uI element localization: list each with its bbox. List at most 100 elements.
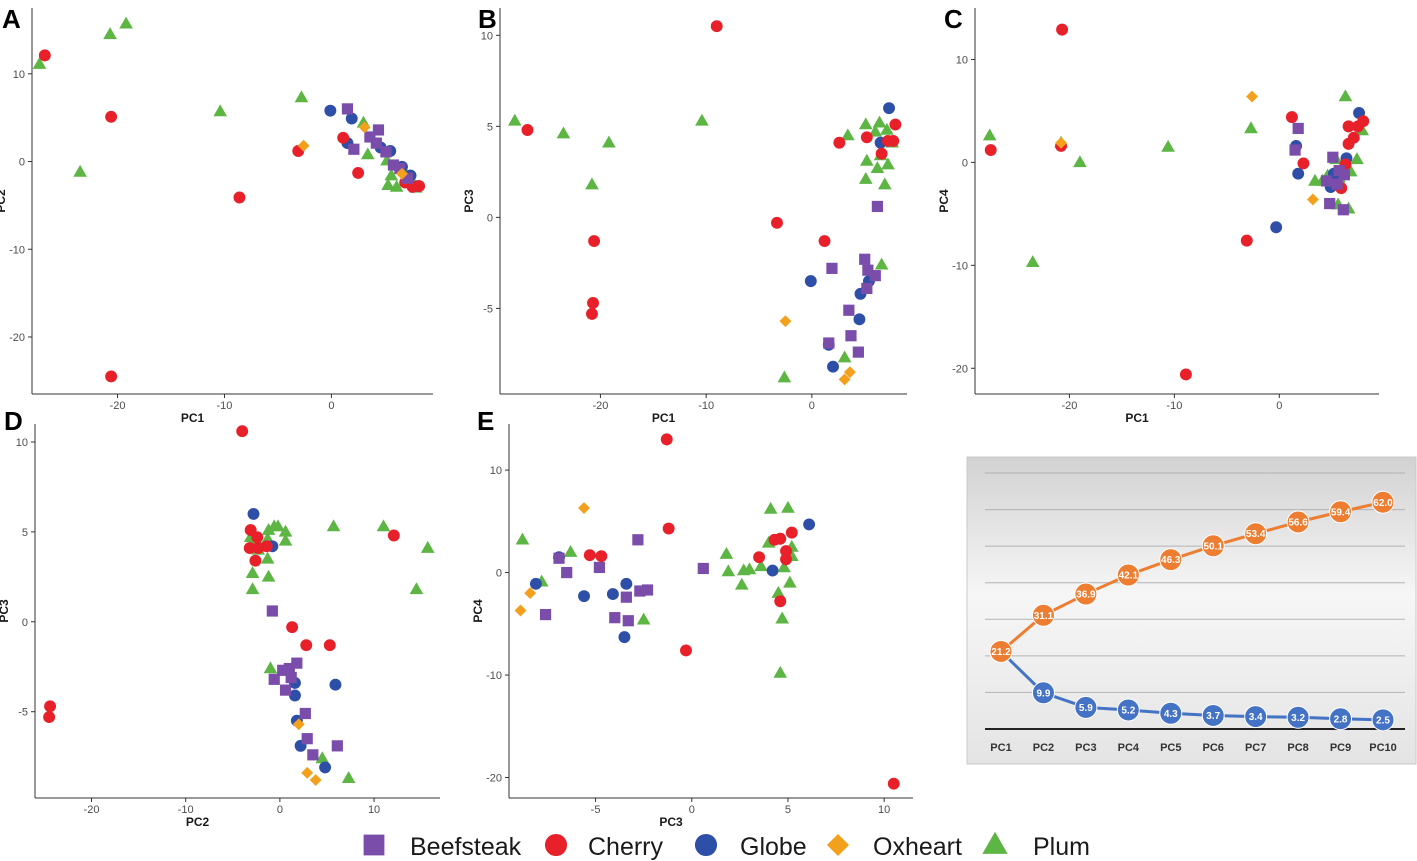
point-globe	[827, 360, 839, 373]
point-plum	[376, 519, 391, 532]
point-beefsteak	[1327, 151, 1339, 163]
panel-letter: A	[2, 4, 21, 34]
point-cherry	[387, 529, 400, 542]
y-tick-label: -20	[9, 332, 25, 344]
point-plum	[409, 582, 424, 595]
point-beefsteak	[823, 337, 835, 349]
point-plum	[880, 122, 894, 135]
data-label: 3.2	[1291, 713, 1305, 724]
point-beefsteak	[641, 584, 654, 596]
point-beefsteak	[364, 131, 376, 143]
point-beefsteak	[1331, 178, 1343, 190]
x-tick-label: 0	[1276, 400, 1282, 412]
category-label: PC10	[1369, 742, 1397, 754]
point-cherry	[1179, 368, 1192, 381]
point-globe	[1292, 167, 1305, 180]
point-beefsteak	[539, 608, 552, 621]
point-beefsteak	[1324, 197, 1336, 210]
point-plum	[858, 172, 873, 184]
point-plum	[602, 135, 616, 148]
point-plum	[1350, 152, 1364, 165]
y-tick-label: 0	[962, 157, 968, 169]
category-label: PC9	[1330, 742, 1351, 754]
point-plum	[860, 153, 874, 166]
data-label: 2.8	[1334, 714, 1348, 725]
point-oxheart	[838, 373, 851, 386]
x-tick-label: 0	[809, 400, 815, 412]
point-plum	[381, 178, 395, 190]
x-axis-title: PC2	[186, 815, 210, 829]
point-plum	[271, 519, 285, 532]
point-cherry	[588, 235, 601, 248]
point-beefsteak	[622, 615, 634, 627]
x-tick-label: -20	[1061, 400, 1077, 412]
point-cherry	[583, 549, 596, 562]
x-tick-label: 10	[368, 804, 380, 816]
y-axis-title: PC4	[471, 599, 485, 623]
point-beefsteak	[843, 304, 855, 316]
point-globe	[766, 564, 779, 577]
point-plum	[773, 665, 788, 678]
point-plum	[263, 661, 278, 674]
point-plum	[73, 164, 87, 177]
point-oxheart	[292, 718, 305, 731]
point-cherry	[833, 136, 846, 149]
series-point-individual	[1074, 695, 1098, 719]
point-cherry	[1357, 115, 1370, 128]
point-beefsteak	[279, 684, 292, 696]
point-plum	[32, 57, 47, 69]
x-tick-label: -5	[591, 804, 601, 816]
point-beefsteak	[861, 282, 873, 294]
panel-letter: B	[478, 4, 497, 34]
point-plum	[781, 500, 795, 513]
point-globe	[578, 590, 590, 603]
point-plum	[326, 519, 341, 532]
data-label: 62.0	[1373, 498, 1393, 509]
point-plum	[870, 161, 885, 173]
point-cherry	[887, 134, 900, 147]
point-plum	[754, 559, 768, 572]
point-cherry	[887, 777, 900, 790]
point-oxheart	[396, 167, 408, 180]
x-tick-label: -20	[110, 400, 126, 412]
y-tick-label: -5	[18, 707, 28, 719]
panel-letter: E	[477, 406, 494, 436]
point-beefsteak	[266, 605, 278, 617]
y-tick-label: 0	[22, 617, 28, 629]
x-tick-label: 10	[878, 804, 890, 816]
category-label: PC1	[990, 742, 1011, 754]
series-line-cumulative	[1000, 500, 1384, 653]
point-beefsteak	[1292, 122, 1304, 135]
point-cherry	[1240, 234, 1253, 247]
legend-label-cherry: Cherry	[588, 833, 664, 861]
category-label: PC2	[1033, 742, 1054, 754]
category-label: PC7	[1245, 742, 1266, 754]
point-cherry	[323, 639, 336, 652]
point-oxheart	[779, 315, 792, 328]
data-label: 4.3	[1164, 709, 1178, 720]
point-plum	[777, 370, 792, 383]
legend-label-globe: Globe	[740, 833, 807, 861]
y-tick-label: 10	[481, 30, 493, 42]
x-tick-label: -10	[1166, 400, 1182, 412]
point-cherry	[662, 522, 675, 535]
y-tick-label: -10	[486, 670, 502, 682]
x-axis-title: PC3	[659, 815, 683, 829]
y-tick-label: 10	[956, 54, 968, 66]
data-label: 42.1	[1119, 571, 1139, 582]
point-plum	[315, 751, 330, 764]
legend-marker-globe	[694, 833, 718, 857]
x-tick-label: 5	[785, 804, 791, 816]
y-axis-title: PC3	[0, 599, 11, 623]
series-line-individual	[999, 650, 1384, 722]
x-tick-label: -20	[84, 804, 100, 816]
y-tick-label: 0	[19, 157, 25, 169]
point-cherry	[413, 180, 426, 193]
point-cherry	[587, 297, 599, 309]
point-plum	[515, 532, 530, 545]
point-plum	[1338, 89, 1353, 102]
data-label: 50.1	[1203, 541, 1223, 552]
x-tick-label: 0	[277, 804, 283, 816]
point-plum	[771, 585, 786, 598]
